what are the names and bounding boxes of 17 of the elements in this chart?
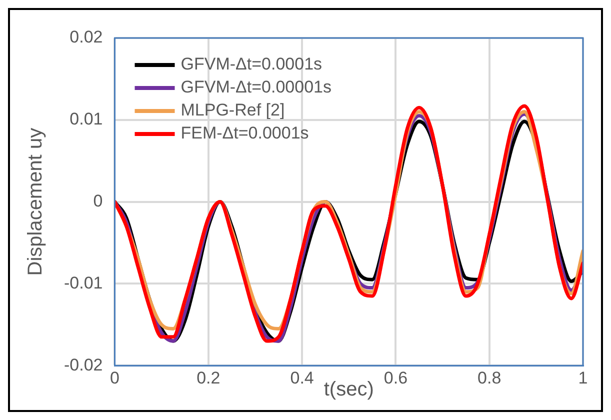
x-tick-label: 1 bbox=[578, 368, 588, 388]
y-tick-label: -0.01 bbox=[64, 273, 103, 292]
x-tick-label: 0.4 bbox=[290, 368, 314, 388]
x-tick-label: 0.6 bbox=[384, 368, 408, 388]
x-tick-label: 0.2 bbox=[196, 368, 220, 388]
x-tick-label: 0 bbox=[110, 368, 120, 388]
x-axis-title: t(sec) bbox=[324, 378, 374, 401]
y-tick-label: 0 bbox=[93, 191, 103, 210]
y-axis-title: Displacement uy bbox=[24, 128, 47, 276]
legend-label: MLPG-Ref [2] bbox=[180, 100, 285, 120]
legend-label: GFVM-Δt=0.0001s bbox=[180, 54, 322, 74]
legend-label: FEM-Δt=0.0001s bbox=[180, 124, 309, 143]
y-tick-label: 0.01 bbox=[70, 110, 103, 129]
x-tick-label: 0.8 bbox=[478, 368, 502, 388]
y-tick-label: -0.02 bbox=[64, 355, 103, 374]
y-tick-label: 0.02 bbox=[70, 28, 103, 47]
legend-label: GFVM-Δt=0.00001s bbox=[180, 78, 332, 97]
